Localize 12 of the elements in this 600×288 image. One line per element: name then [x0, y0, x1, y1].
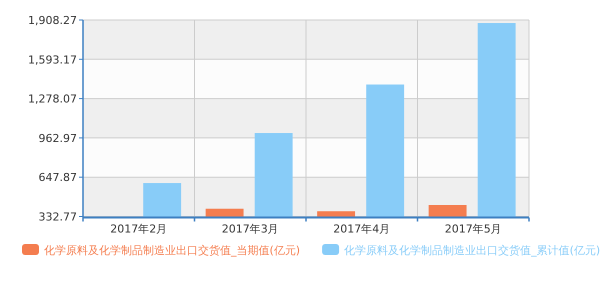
x-tick-label: 2017年3月	[222, 222, 279, 236]
legend-label: 化学原料及化学制品制造业出口交货值_累计值(亿元)	[344, 244, 600, 257]
y-tick-label: 1,908.27	[28, 14, 77, 27]
y-tick-label: 332.77	[38, 210, 77, 224]
x-tick-label: 2017年2月	[110, 222, 168, 236]
x-tick-label: 2017年5月	[444, 222, 502, 236]
y-tick-label: 962.97	[38, 132, 77, 145]
y-tick-label: 1,278.07	[28, 92, 77, 106]
y-tick-label: 1,593.17	[28, 53, 77, 66]
legend-label: 化学原料及化学制品制造业出口交货值_当期值(亿元)	[44, 244, 300, 257]
y-tick-label: 647.87	[38, 171, 77, 184]
x-tick-label: 2017年4月	[333, 222, 390, 236]
